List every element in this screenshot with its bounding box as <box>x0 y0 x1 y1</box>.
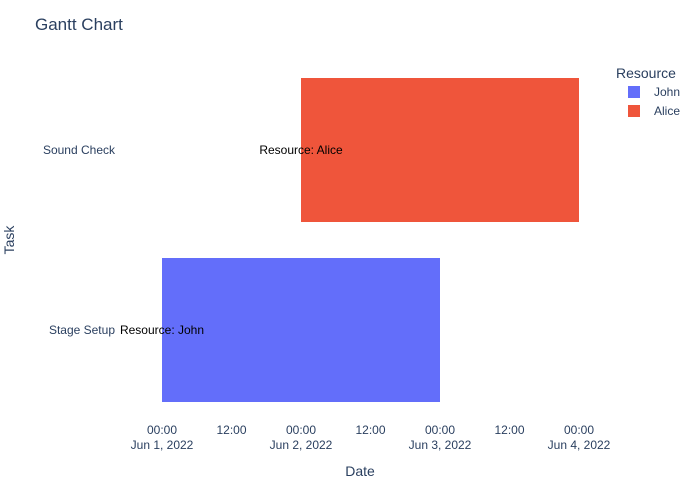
x-tick-date-label: Jun 1, 2022 <box>131 438 194 452</box>
y-axis-title: Task <box>1 225 17 255</box>
y-tick-label: Sound Check <box>43 143 116 157</box>
y-tick-label: Stage Setup <box>49 323 115 337</box>
x-tick-label: 00:00 <box>147 423 177 437</box>
bar-label-alice: Resource: Alice <box>259 143 343 157</box>
bar-john[interactable] <box>162 258 440 402</box>
bar-label-john: Resource: John <box>120 323 204 337</box>
bars-layer <box>162 78 579 402</box>
chart-title: Gantt Chart <box>35 15 123 34</box>
x-tick-label: 12:00 <box>494 423 524 437</box>
legend-swatch-alice[interactable] <box>628 105 640 117</box>
x-tick-date-label: Jun 4, 2022 <box>548 438 611 452</box>
x-axis-title: Date <box>345 463 375 479</box>
bar-alice[interactable] <box>301 78 579 222</box>
x-tick-date-label: Jun 2, 2022 <box>270 438 333 452</box>
x-tick-label: 00:00 <box>286 423 316 437</box>
y-tick-labels: Sound Check Stage Setup <box>43 143 116 337</box>
legend-title: Resource <box>616 65 676 81</box>
x-tick-label: 12:00 <box>355 423 385 437</box>
legend-swatch-john[interactable] <box>628 86 640 98</box>
x-tick-label: 00:00 <box>564 423 594 437</box>
x-tick-label: 12:00 <box>216 423 246 437</box>
legend-item-john[interactable]: John <box>654 85 680 99</box>
x-tick-label: 00:00 <box>425 423 455 437</box>
legend[interactable]: Resource John Alice <box>616 65 680 118</box>
legend-item-alice[interactable]: Alice <box>654 104 680 118</box>
bar-labels-layer: Resource: John Resource: Alice <box>120 143 343 337</box>
x-tick-date-label: Jun 3, 2022 <box>409 438 472 452</box>
